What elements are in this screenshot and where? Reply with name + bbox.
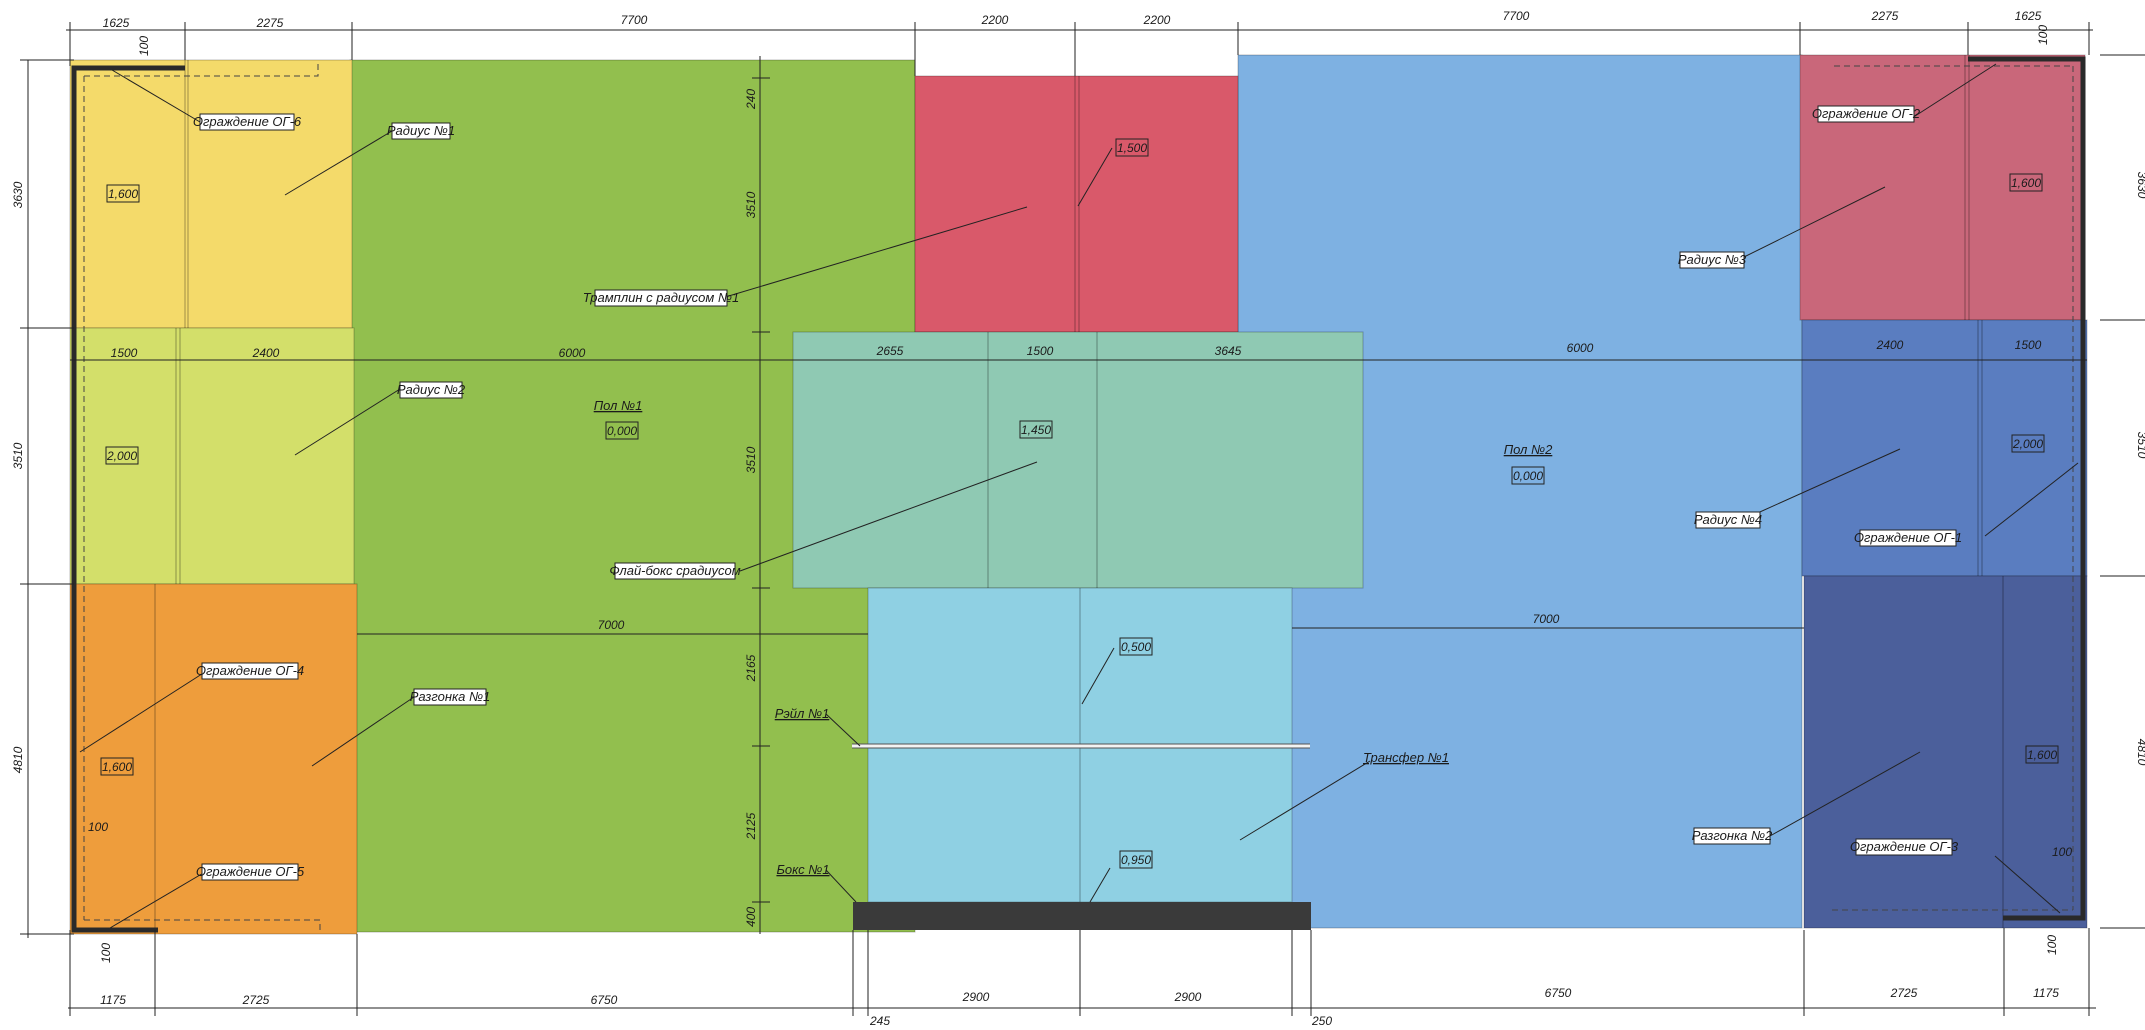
dim-bottom-7: 2725 [1890,986,1918,1000]
inner-divisions [154,55,2004,934]
fence-og-left [71,65,185,933]
dim-row-mid-3: 3645 [1215,344,1242,358]
dim-left-3: 4810 [11,746,25,773]
dim-mid-left: 7000 [598,618,625,632]
dim-bottom-small-1: 245 [869,1014,890,1028]
dim-bottom-5: 2900 [1174,990,1202,1004]
dim-bottom-small-2: 250 [1311,1014,1332,1028]
dim-row-right-3: 1500 [2015,338,2042,352]
zone-yellow [69,59,353,329]
dim-center-3: 3510 [744,446,758,473]
label-pol1: Пол №1 [594,398,643,413]
zone-navy-dark [1803,575,2088,929]
dim-center-6: 400 [744,907,758,927]
label-og1: Ограждение ОГ-1 [1854,530,1962,545]
height-pol2: 0,000 [1513,469,1543,483]
dim-top-2: 2275 [256,16,284,30]
dim-center-5: 2125 [744,812,758,840]
label-radius4: Радиус №4 [1694,512,1762,527]
label-og5: Ограждение ОГ-5 [196,864,305,879]
label-og3: Ограждение ОГ-3 [1850,839,1959,854]
dim-row-mid-2: 1500 [1027,344,1054,358]
dim-right-3: 4810 [2135,739,2145,766]
height-yellow: 1,600 [108,187,138,201]
label-rail1: Рэйл №1 [775,706,830,721]
dim-top-small-1: 100 [137,36,151,56]
height-pol1: 0,000 [607,424,637,438]
dim-row-left-2: 2400 [252,346,280,360]
dim-bottom-6: 6750 [1545,986,1572,1000]
dim-bottom-3: 6750 [591,993,618,1007]
label-box1: Бокс №1 [776,862,829,877]
dim-row-mid-1: 2655 [876,344,904,358]
dim-top-1: 1625 [103,16,130,30]
height-teal: 1,450 [1021,423,1051,437]
dimension-texts: 1625 2275 7700 2200 2200 7700 2275 1625 … [11,9,2145,1028]
dim-center-2: 3510 [744,191,758,218]
label-og6: Ограждение ОГ-6 [193,114,302,129]
dim-row-right-2: 2400 [1876,338,1904,352]
dim-top-4: 2200 [981,13,1009,27]
height-navy: 2,000 [2012,437,2043,451]
zone-flybox-teal [792,331,1364,589]
height-mauve: 1,600 [2011,176,2041,190]
dim-top-7: 2275 [1871,9,1899,23]
dim-right-1: 3630 [2135,172,2145,199]
dim-left-2: 3510 [11,442,25,469]
dim-bottom-2: 2725 [242,993,270,1007]
dim-left-1: 3630 [11,181,25,208]
height-lime: 2,000 [106,449,137,463]
box-1-black [853,902,1311,930]
height-cyan-top: 0,500 [1121,640,1151,654]
height-navy-dark: 1,600 [2027,748,2057,762]
dim-top-5: 2200 [1143,13,1171,27]
dimension-lines [20,22,2145,1016]
fences [71,56,2086,933]
dim-edge-2: 100 [99,943,113,963]
height-markers: 1,600 2,000 1,600 0,000 1,500 1,450 0,50… [100,138,2059,869]
zone-red [914,75,1239,333]
label-transfer1: Трансфер №1 [1363,750,1449,765]
height-red: 1,500 [1117,141,1147,155]
label-razgonka1: Разгонка №1 [410,689,491,704]
height-cyan-bottom: 0,950 [1121,853,1151,867]
dim-row-right-1: 6000 [1567,341,1594,355]
dim-top-3: 7700 [621,13,648,27]
callout-labels: Ограждение ОГ-6 Радиус №1 Трамплин с рад… [193,105,1962,881]
dim-row-left-1: 1500 [111,346,138,360]
zone-lime [69,327,355,585]
dim-bottom-8: 1175 [2033,986,2059,1000]
dim-right-2: 3510 [2135,432,2145,459]
label-og4: Ограждение ОГ-4 [196,663,304,678]
fence-og-right [1968,56,2086,921]
label-og2: Ограждение ОГ-2 [1812,106,1921,121]
dim-edge-1: 100 [88,820,108,834]
dim-edge-3: 100 [2052,845,2072,859]
label-flybox: Флай-бокс срадиусом [609,563,740,578]
dim-center-1: 240 [744,89,758,110]
dim-top-small-2: 100 [2036,25,2050,45]
dim-top-8: 1625 [2015,9,2042,23]
label-tramplin: Трамплин с радиусом №1 [583,290,739,305]
dim-bottom-1: 1175 [100,993,126,1007]
label-pol2: Пол №2 [1504,442,1553,457]
dim-mid-right: 7000 [1533,612,1560,626]
label-radius3: Радиус №3 [1678,252,1747,267]
label-radius1: Радиус №1 [387,123,455,138]
zone-mauve [1799,54,2086,321]
dim-row-left-3: 6000 [559,346,586,360]
height-orange: 1,600 [102,760,132,774]
label-razgonka2: Разгонка №2 [1692,828,1773,843]
dim-top-6: 7700 [1503,9,1530,23]
label-radius2: Радиус №2 [397,382,466,397]
dim-edge-4: 100 [2045,935,2059,955]
dim-center-4: 2165 [744,654,758,682]
dim-bottom-4: 2900 [962,990,990,1004]
zone-orange [69,583,358,935]
leader-lines [79,63,2079,929]
